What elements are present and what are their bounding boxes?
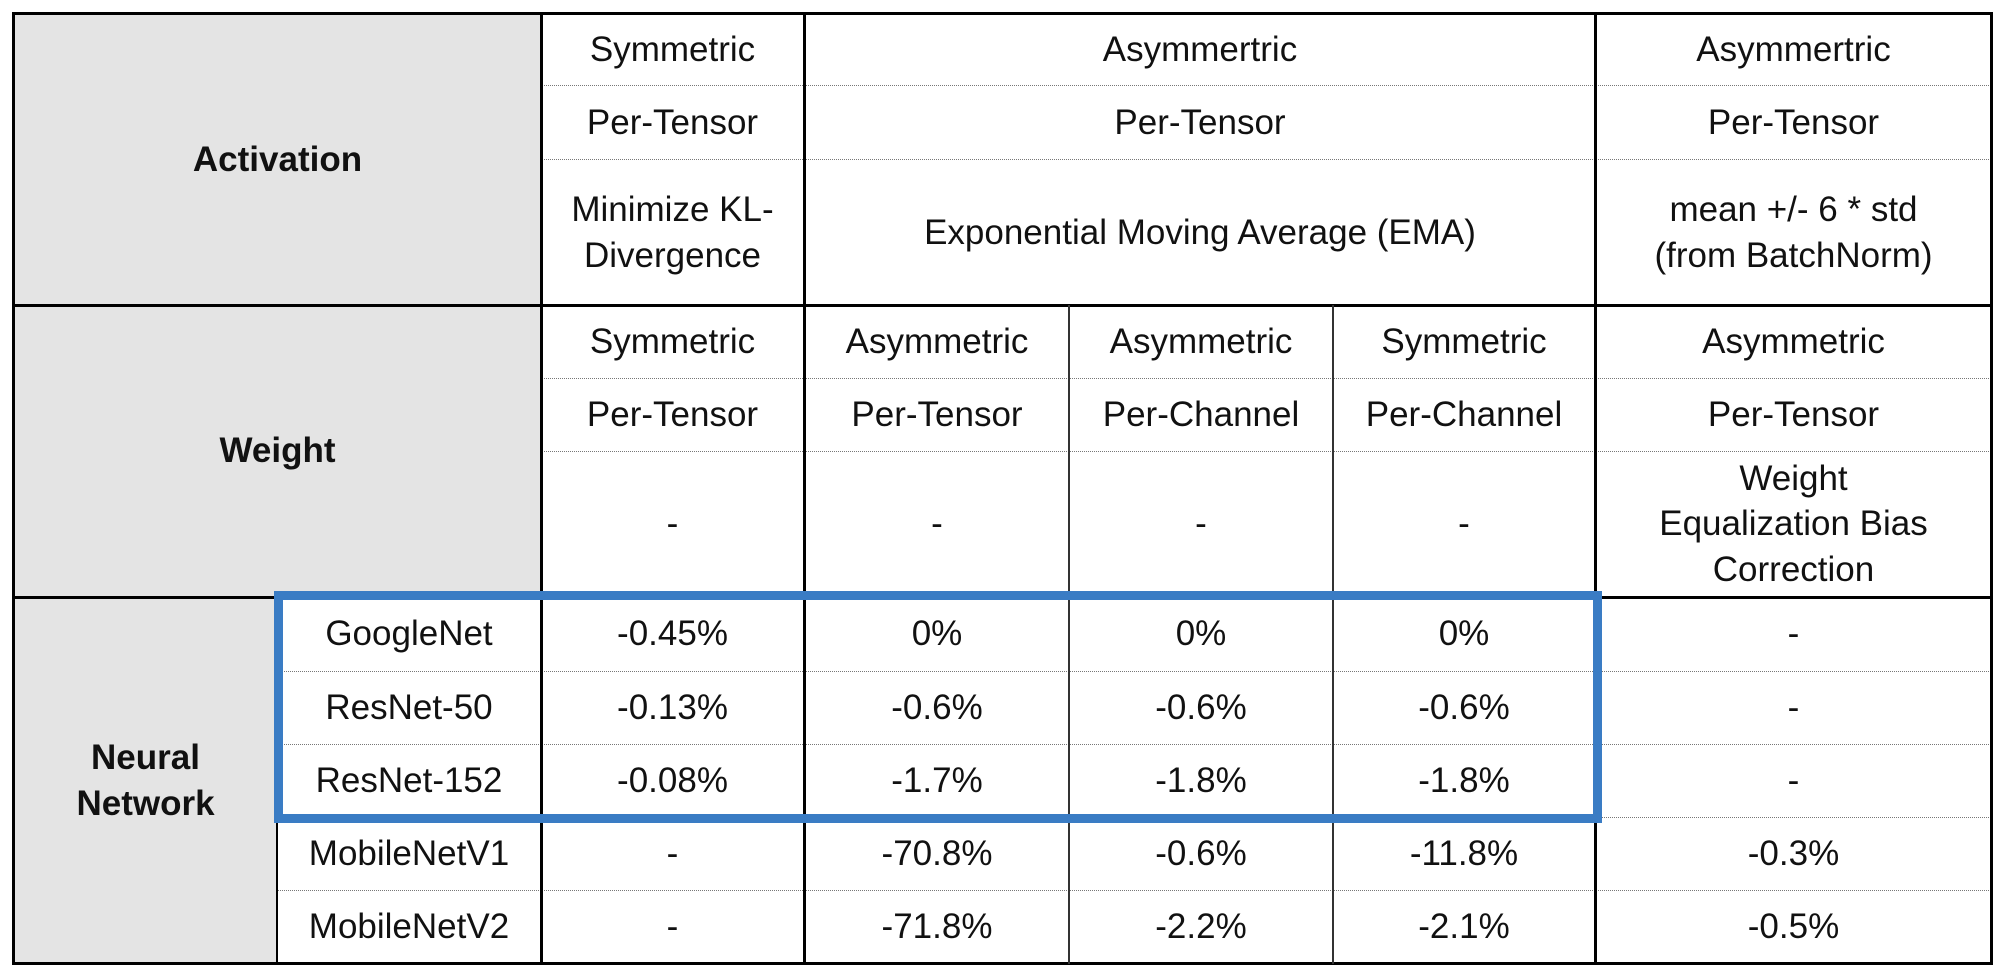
network-row-name: ResNet-152 bbox=[315, 760, 503, 800]
table-cell: 0% bbox=[1438, 614, 1490, 654]
activation-bn-type: Asymmertric bbox=[1696, 30, 1891, 70]
column-divider bbox=[1332, 305, 1334, 964]
column-divider bbox=[1068, 305, 1070, 964]
weight-col3-granularity: Per-Channel bbox=[1102, 394, 1300, 434]
column-divider bbox=[540, 12, 543, 965]
network-row-name: MobileNetV2 bbox=[308, 906, 510, 946]
weight-col1-granularity: Per-Tensor bbox=[586, 394, 759, 434]
network-header: Neural Network bbox=[76, 738, 215, 823]
table-cell: -1.8% bbox=[1418, 760, 1510, 800]
table-cell: -0.08% bbox=[617, 760, 728, 800]
activation-header: Activation bbox=[192, 139, 363, 179]
network-row-name: MobileNetV1 bbox=[308, 833, 510, 873]
table-cell: -2.1% bbox=[1418, 906, 1510, 946]
table-cell: - bbox=[1787, 687, 1800, 727]
column-divider bbox=[1594, 12, 1597, 965]
table-cell: -0.5% bbox=[1747, 906, 1840, 946]
weight-col5-type: Asymmetric bbox=[1702, 321, 1885, 361]
table-cell: - bbox=[666, 906, 679, 946]
table-cell: -0.6% bbox=[1155, 687, 1247, 727]
row-divider bbox=[541, 85, 1991, 86]
activation-sym-type: Symmetric bbox=[589, 30, 756, 70]
table-cell: -71.8% bbox=[881, 906, 993, 946]
table-border-right bbox=[1990, 12, 1993, 965]
activation-sym-method: Minimize KL-Divergence bbox=[571, 190, 774, 275]
weight-col2-type: Asymmetric bbox=[845, 321, 1029, 361]
weight-col5-technique: Weight Equalization Bias Correction bbox=[1659, 458, 1928, 589]
table-cell: -0.6% bbox=[1418, 687, 1510, 727]
row-divider bbox=[541, 159, 1991, 160]
activation-ema-type: Asymmertric bbox=[1102, 30, 1298, 70]
network-header-fill bbox=[14, 597, 277, 964]
activation-ema-method: Exponential Moving Average (EMA) bbox=[924, 212, 1476, 252]
row-divider bbox=[541, 451, 1991, 452]
weight-col2-technique: - bbox=[931, 504, 943, 544]
table-cell: -2.2% bbox=[1155, 906, 1247, 946]
section-divider bbox=[13, 304, 1993, 307]
row-divider bbox=[277, 671, 1991, 672]
row-divider bbox=[277, 744, 1991, 745]
table-cell: -0.6% bbox=[1155, 833, 1247, 873]
highlight-box bbox=[274, 591, 1602, 823]
column-divider bbox=[803, 12, 806, 965]
activation-bn-granularity: Per-Tensor bbox=[1707, 103, 1880, 143]
table-border-bottom bbox=[13, 962, 1993, 965]
table-border-left bbox=[12, 12, 15, 965]
weight-col4-type: Symmetric bbox=[1381, 321, 1547, 361]
table-cell: -0.3% bbox=[1747, 833, 1840, 873]
weight-header: Weight bbox=[219, 431, 336, 471]
table-cell: - bbox=[1787, 614, 1800, 654]
weight-col4-technique: - bbox=[1458, 504, 1470, 544]
activation-ema-granularity: Per-Tensor bbox=[1114, 103, 1286, 143]
weight-col5-granularity: Per-Tensor bbox=[1707, 394, 1880, 434]
weight-col1-type: Symmetric bbox=[589, 321, 756, 361]
weight-col3-technique: - bbox=[1195, 504, 1207, 544]
table-cell: 0% bbox=[911, 614, 963, 654]
table-cell: -0.45% bbox=[617, 614, 728, 654]
weight-col1-technique: - bbox=[666, 504, 679, 544]
row-divider bbox=[277, 890, 1991, 891]
table-cell: -0.13% bbox=[617, 687, 728, 727]
table-cell: -11.8% bbox=[1409, 833, 1519, 873]
activation-bn-method: mean +/- 6 * std (from BatchNorm) bbox=[1654, 190, 1933, 275]
table-cell: -1.8% bbox=[1155, 760, 1247, 800]
table-cell: 0% bbox=[1175, 614, 1227, 654]
table-cell: -70.8% bbox=[881, 833, 993, 873]
table-cell: - bbox=[666, 833, 679, 873]
weight-col4-granularity: Per-Channel bbox=[1365, 394, 1563, 434]
activation-header-fill bbox=[14, 14, 541, 305]
weight-col3-type: Asymmetric bbox=[1109, 321, 1293, 361]
table-cell: -0.6% bbox=[891, 687, 983, 727]
table-border-top bbox=[13, 12, 1993, 15]
table-cell: - bbox=[1787, 760, 1800, 800]
weight-col2-granularity: Per-Tensor bbox=[851, 394, 1023, 434]
network-row-name: ResNet-50 bbox=[325, 687, 493, 727]
activation-sym-granularity: Per-Tensor bbox=[586, 103, 759, 143]
table-cell: -1.7% bbox=[891, 760, 983, 800]
network-row-name: GoogleNet bbox=[325, 614, 493, 654]
weight-header-fill bbox=[14, 305, 541, 597]
row-divider bbox=[541, 378, 1991, 379]
